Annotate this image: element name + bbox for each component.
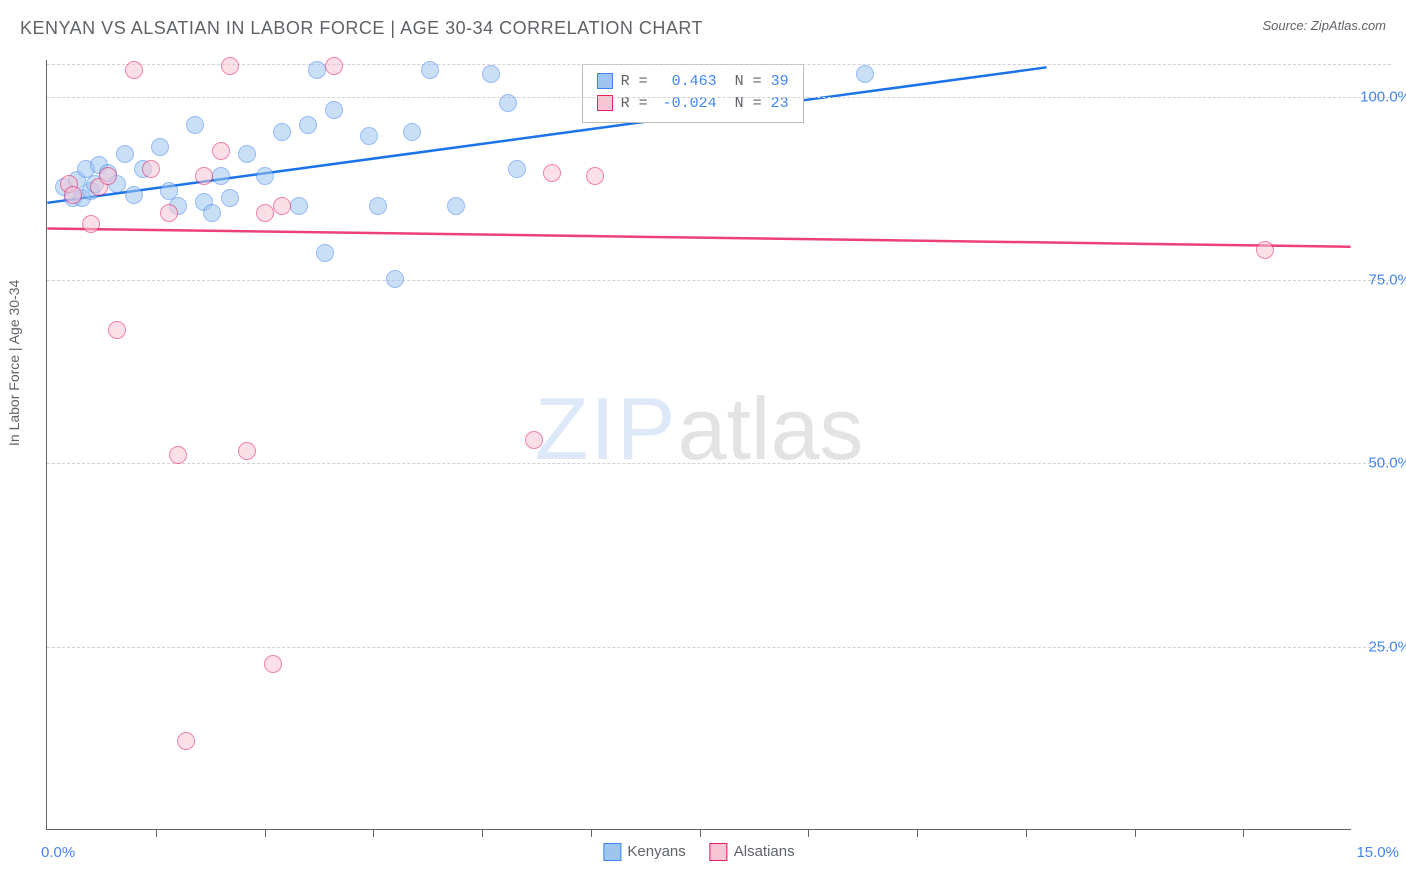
y-axis-tick-label: 100.0% xyxy=(1360,88,1406,105)
legend-item-alsatians: Alsatians xyxy=(710,843,795,861)
scatter-point-alsatians xyxy=(1256,241,1274,259)
scatter-point-kenyans xyxy=(508,160,526,178)
scatter-point-alsatians xyxy=(525,431,543,449)
scatter-point-alsatians xyxy=(82,215,100,233)
legend-label: Kenyans xyxy=(627,843,685,860)
scatter-point-kenyans xyxy=(421,61,439,79)
scatter-point-alsatians xyxy=(273,197,291,215)
x-axis-tick xyxy=(265,829,266,837)
y-axis-tick-label: 25.0% xyxy=(1368,638,1406,655)
scatter-point-kenyans xyxy=(221,189,239,207)
scatter-point-kenyans xyxy=(316,244,334,262)
scatter-point-alsatians xyxy=(99,167,117,185)
legend-label: Alsatians xyxy=(734,843,795,860)
scatter-point-kenyans xyxy=(308,61,326,79)
scatter-point-alsatians xyxy=(212,142,230,160)
scatter-point-alsatians xyxy=(108,321,126,339)
scatter-point-kenyans xyxy=(499,94,517,112)
scatter-point-alsatians xyxy=(177,732,195,750)
scatter-point-kenyans xyxy=(290,197,308,215)
x-axis-max-label: 15.0% xyxy=(1356,844,1399,861)
n-label: N = xyxy=(717,95,771,112)
correlation-legend-box: R = 0.463 N = 39R = -0.024 N = 23 xyxy=(582,64,804,123)
legend-swatch xyxy=(597,95,613,111)
x-axis-tick xyxy=(917,829,918,837)
x-axis-min-label: 0.0% xyxy=(41,844,75,861)
scatter-point-kenyans xyxy=(325,101,343,119)
legend-swatch xyxy=(603,843,621,861)
scatter-point-alsatians xyxy=(238,442,256,460)
n-value: 39 xyxy=(771,73,789,90)
legend-swatch xyxy=(710,843,728,861)
scatter-plot-area: ZIPatlas R = 0.463 N = 39R = -0.024 N = … xyxy=(46,60,1351,830)
y-axis-tick-label: 50.0% xyxy=(1368,455,1406,472)
correlation-row-kenyans: R = 0.463 N = 39 xyxy=(597,71,789,94)
scatter-point-alsatians xyxy=(256,204,274,222)
scatter-point-kenyans xyxy=(273,123,291,141)
scatter-point-kenyans xyxy=(482,65,500,83)
gridline-horizontal xyxy=(47,647,1391,648)
n-label: N = xyxy=(717,73,771,90)
x-axis-tick xyxy=(1243,829,1244,837)
scatter-point-kenyans xyxy=(212,167,230,185)
r-value: 0.463 xyxy=(657,71,717,94)
scatter-point-kenyans xyxy=(299,116,317,134)
chart-title: KENYAN VS ALSATIAN IN LABOR FORCE | AGE … xyxy=(20,18,703,39)
scatter-point-kenyans xyxy=(125,186,143,204)
scatter-point-kenyans xyxy=(203,204,221,222)
scatter-point-alsatians xyxy=(221,57,239,75)
scatter-point-alsatians xyxy=(160,204,178,222)
scatter-point-alsatians xyxy=(125,61,143,79)
x-axis-tick xyxy=(1135,829,1136,837)
scatter-point-kenyans xyxy=(386,270,404,288)
scatter-point-kenyans xyxy=(447,197,465,215)
scatter-point-kenyans xyxy=(403,123,421,141)
scatter-point-alsatians xyxy=(264,655,282,673)
scatter-point-kenyans xyxy=(116,145,134,163)
scatter-point-alsatians xyxy=(169,446,187,464)
n-value: 23 xyxy=(771,95,789,112)
x-axis-tick xyxy=(482,829,483,837)
scatter-point-alsatians xyxy=(64,186,82,204)
x-axis-tick xyxy=(700,829,701,837)
series-legend: Kenyans Alsatians xyxy=(603,843,794,861)
scatter-point-kenyans xyxy=(238,145,256,163)
y-axis-tick-label: 75.0% xyxy=(1368,272,1406,289)
y-axis-label: In Labor Force | Age 30-34 xyxy=(6,280,22,446)
scatter-point-alsatians xyxy=(325,57,343,75)
x-axis-tick xyxy=(156,829,157,837)
scatter-point-kenyans xyxy=(186,116,204,134)
x-axis-tick xyxy=(808,829,809,837)
trend-line-alsatians xyxy=(47,228,1350,246)
gridline-horizontal xyxy=(47,463,1391,464)
scatter-point-kenyans xyxy=(151,138,169,156)
scatter-point-alsatians xyxy=(586,167,604,185)
scatter-point-alsatians xyxy=(543,164,561,182)
gridline-horizontal xyxy=(47,64,1391,65)
source-attribution: Source: ZipAtlas.com xyxy=(1262,18,1386,33)
legend-swatch xyxy=(597,73,613,89)
scatter-point-kenyans xyxy=(369,197,387,215)
scatter-point-alsatians xyxy=(142,160,160,178)
scatter-point-kenyans xyxy=(256,167,274,185)
r-label: R = xyxy=(621,73,657,90)
gridline-horizontal xyxy=(47,280,1391,281)
gridline-horizontal xyxy=(47,97,1391,98)
x-axis-tick xyxy=(373,829,374,837)
r-label: R = xyxy=(621,95,657,112)
scatter-point-alsatians xyxy=(195,167,213,185)
x-axis-tick xyxy=(1026,829,1027,837)
legend-item-kenyans: Kenyans xyxy=(603,843,685,861)
scatter-point-kenyans xyxy=(856,65,874,83)
x-axis-tick xyxy=(591,829,592,837)
scatter-point-kenyans xyxy=(360,127,378,145)
